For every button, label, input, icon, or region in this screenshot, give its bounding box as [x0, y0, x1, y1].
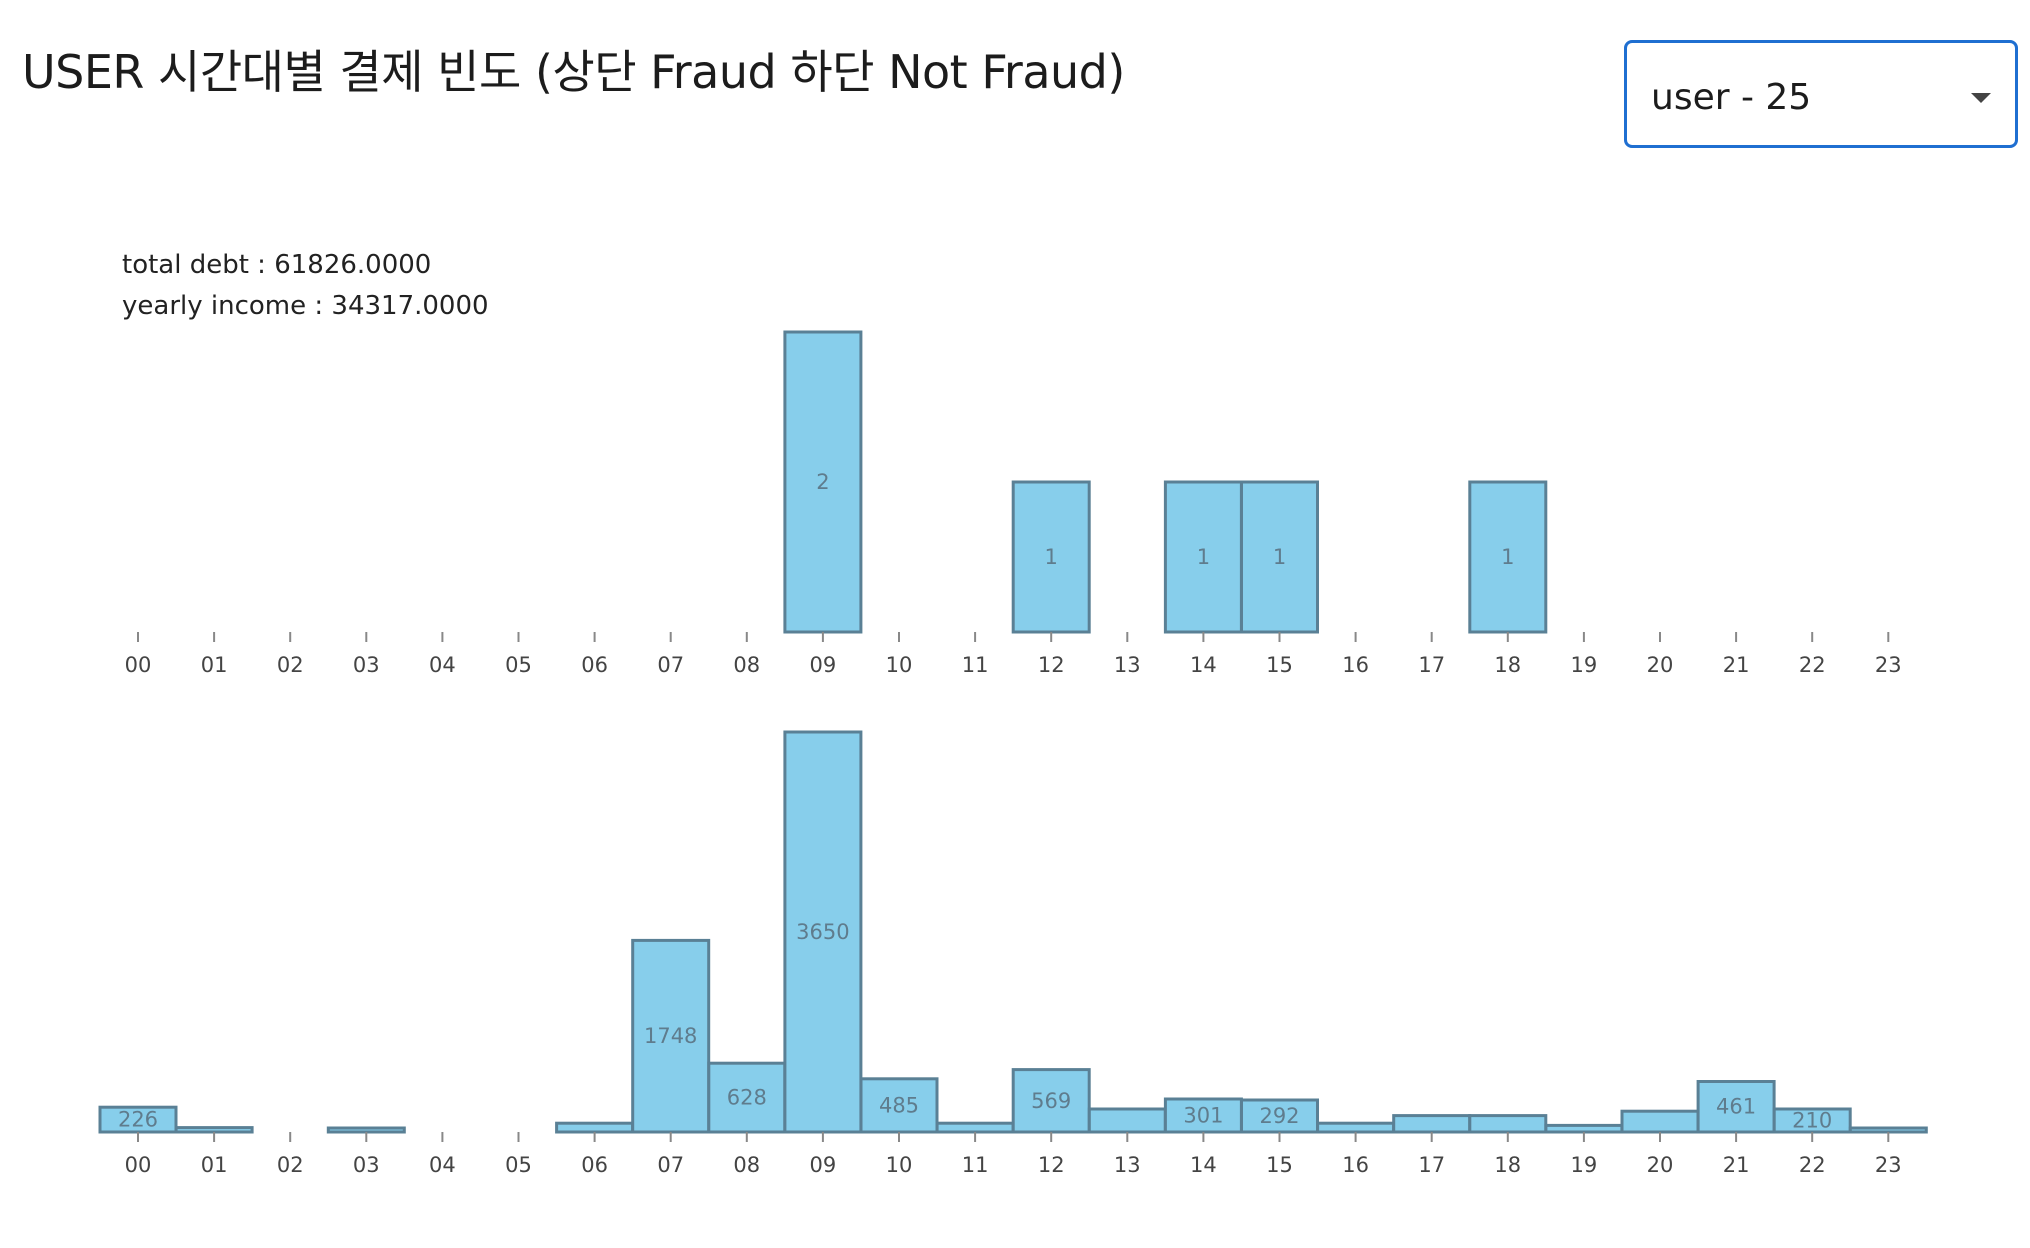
not-fraud-bar-12 — [1011, 1068, 1091, 1134]
not-fraud-tick-label-07: 07 — [657, 1153, 684, 1177]
not-fraud-bar-17 — [1392, 1114, 1472, 1134]
fraud-bar-09 — [783, 330, 863, 634]
not-fraud-bar-03 — [326, 1126, 406, 1134]
fraud-tick-label-18: 18 — [1494, 653, 1521, 677]
user-select-value: user - 25 — [1651, 77, 1812, 118]
caret-down-icon — [1971, 93, 1991, 103]
not-fraud-tick-label-05: 05 — [505, 1153, 532, 1177]
not-fraud-bar-07 — [631, 938, 711, 1134]
not-fraud-tick-label-23: 23 — [1875, 1153, 1902, 1177]
not-fraud-tick-label-00: 00 — [125, 1153, 152, 1177]
fraud-tick-label-20: 20 — [1647, 653, 1674, 677]
not-fraud-bar-label-22: 210 — [1792, 1109, 1832, 1133]
not-fraud-tick-label-14: 14 — [1190, 1153, 1217, 1177]
not-fraud-bar-19 — [1544, 1123, 1624, 1134]
not-fraud-bar-16 — [1316, 1121, 1396, 1134]
fraud-bar-label-14: 1 — [1197, 545, 1210, 569]
not-fraud-tick-label-21: 21 — [1723, 1153, 1750, 1177]
fraud-tick-label-00: 00 — [125, 653, 152, 677]
fraud-bar-label-12: 1 — [1045, 545, 1058, 569]
fraud-tick-label-10: 10 — [886, 653, 913, 677]
fraud-bar-14 — [1163, 480, 1243, 634]
not-fraud-bar-label-12: 569 — [1031, 1089, 1071, 1113]
fraud-tick-label-03: 03 — [353, 653, 380, 677]
fraud-tick-label-05: 05 — [505, 653, 532, 677]
not-fraud-tick-label-22: 22 — [1799, 1153, 1826, 1177]
fraud-bar-18 — [1468, 480, 1548, 634]
not-fraud-tick-label-04: 04 — [429, 1153, 456, 1177]
fraud-tick-label-22: 22 — [1799, 653, 1826, 677]
not-fraud-tick-label-03: 03 — [353, 1153, 380, 1177]
not-fraud-tick-label-08: 08 — [733, 1153, 760, 1177]
not-fraud-bar-10 — [859, 1077, 939, 1134]
not-fraud-tick-label-01: 01 — [201, 1153, 228, 1177]
not-fraud-tick-label-02: 02 — [277, 1153, 304, 1177]
not-fraud-tick-label-10: 10 — [886, 1153, 913, 1177]
not-fraud-bar-06 — [555, 1121, 635, 1134]
total-debt-text: total debt : 61826.0000 — [122, 250, 431, 280]
fraud-tick-label-17: 17 — [1418, 653, 1445, 677]
not-fraud-bar-label-14: 301 — [1183, 1104, 1223, 1128]
not-fraud-chart: 226 00 01 02 03 04 05 06 1748 07 628 08 3650 09 485 10 1… — [98, 730, 1928, 1177]
not-fraud-tick-label-19: 19 — [1571, 1153, 1598, 1177]
not-fraud-bar-11 — [935, 1121, 1015, 1134]
not-fraud-bar-label-08: 628 — [727, 1086, 767, 1110]
fraud-tick-label-23: 23 — [1875, 653, 1902, 677]
not-fraud-bar-label-21: 461 — [1716, 1095, 1756, 1119]
not-fraud-bar-label-00: 226 — [118, 1108, 158, 1132]
fraud-tick-label-19: 19 — [1571, 653, 1598, 677]
not-fraud-tick-label-09: 09 — [810, 1153, 837, 1177]
not-fraud-bar-18 — [1468, 1114, 1548, 1134]
not-fraud-bar-13 — [1087, 1107, 1167, 1134]
fraud-tick-label-13: 13 — [1114, 653, 1141, 677]
not-fraud-bar-15 — [1240, 1098, 1319, 1134]
not-fraud-tick-label-13: 13 — [1114, 1153, 1141, 1177]
not-fraud-tick-label-11: 11 — [962, 1153, 989, 1177]
fraud-bar-12 — [1011, 480, 1091, 634]
fraud-tick-label-12: 12 — [1038, 653, 1065, 677]
fraud-bar-label-15: 1 — [1273, 545, 1286, 569]
fraud-bar-15 — [1240, 480, 1319, 634]
fraud-tick-label-01: 01 — [201, 653, 228, 677]
not-fraud-tick-label-17: 17 — [1418, 1153, 1445, 1177]
fraud-tick-label-09: 09 — [810, 653, 837, 677]
not-fraud-tick-label-12: 12 — [1038, 1153, 1065, 1177]
not-fraud-tick-label-20: 20 — [1647, 1153, 1674, 1177]
not-fraud-bar-label-15: 292 — [1259, 1104, 1299, 1128]
not-fraud-bar-label-09: 3650 — [796, 920, 849, 944]
page-title: USER 시간대별 결제 빈도 (상단 Fraud 하단 Not Fraud) — [22, 45, 1125, 99]
not-fraud-tick-label-16: 16 — [1342, 1153, 1369, 1177]
fraud-tick-label-08: 08 — [733, 653, 760, 677]
fraud-tick-label-04: 04 — [429, 653, 456, 677]
not-fraud-tick-label-15: 15 — [1266, 1153, 1293, 1177]
not-fraud-bar-23 — [1848, 1126, 1928, 1134]
fraud-tick-label-16: 16 — [1342, 653, 1369, 677]
yearly-income-text: yearly income : 34317.0000 — [122, 291, 489, 321]
fraud-tick-label-21: 21 — [1723, 653, 1750, 677]
not-fraud-tick-label-18: 18 — [1494, 1153, 1521, 1177]
not-fraud-bar-01 — [174, 1126, 254, 1134]
fraud-tick-label-11: 11 — [962, 653, 989, 677]
not-fraud-tick-label-06: 06 — [581, 1153, 608, 1177]
fraud-bar-label-18: 1 — [1501, 545, 1514, 569]
fraud-bar-label-09: 2 — [816, 470, 829, 494]
not-fraud-bar-label-10: 485 — [879, 1093, 919, 1117]
not-fraud-bar-20 — [1620, 1109, 1700, 1134]
not-fraud-bar-21 — [1696, 1080, 1776, 1134]
fraud-tick-label-07: 07 — [657, 653, 684, 677]
fraud-tick-label-14: 14 — [1190, 653, 1217, 677]
fraud-tick-label-02: 02 — [277, 653, 304, 677]
not-fraud-bar-09 — [783, 730, 863, 1134]
fraud-tick-label-06: 06 — [581, 653, 608, 677]
user-select[interactable]: user - 25 — [1624, 40, 2018, 148]
fraud-tick-label-15: 15 — [1266, 653, 1293, 677]
not-fraud-bar-label-07: 1748 — [644, 1024, 697, 1048]
